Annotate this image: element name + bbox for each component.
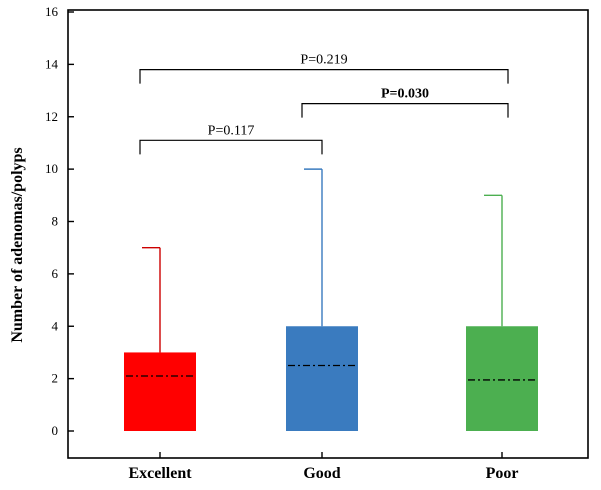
- box-poor: [466, 194, 538, 431]
- bracket-line: [301, 103, 509, 118]
- y-tick-label: 2: [52, 371, 59, 386]
- box-excellent: [124, 246, 196, 431]
- comparison-bracket: P=0.117: [139, 123, 323, 155]
- p-value-label: P=0.117: [208, 123, 255, 138]
- box-body: [466, 326, 538, 431]
- y-tick-label: 14: [45, 56, 59, 71]
- comparison-bracket: P=0.030: [301, 87, 509, 118]
- y-tick-label: 10: [45, 161, 58, 176]
- box-body: [124, 352, 196, 431]
- boxes: [124, 168, 538, 431]
- y-tick-label: 16: [45, 4, 59, 19]
- y-tick-label: 8: [52, 214, 59, 229]
- y-tick-label: 0: [52, 423, 59, 438]
- box-good: [286, 168, 358, 431]
- axes: 0 2 4 6 8 10 12 14 16 Excellent Good Poor: [45, 4, 589, 482]
- p-value-label: P=0.030: [381, 87, 429, 102]
- p-value-label: P=0.219: [300, 53, 347, 68]
- x-tick-label: Good: [303, 465, 340, 482]
- comparison-brackets: P=0.117 P=0.030 P=0.219: [139, 53, 509, 155]
- bracket-line: [139, 69, 509, 84]
- x-tick-label: Poor: [486, 465, 519, 482]
- y-tick-label: 4: [52, 318, 59, 333]
- x-tick-label: Excellent: [128, 465, 192, 482]
- bracket-line: [139, 139, 323, 155]
- y-tick-label: 12: [45, 109, 58, 124]
- plot-frame: [67, 9, 589, 459]
- y-tick-label: 6: [52, 266, 59, 281]
- comparison-bracket: P=0.219: [139, 53, 509, 84]
- box-body: [286, 326, 358, 431]
- y-axis-title: Number of adenomas/polyps: [9, 147, 26, 342]
